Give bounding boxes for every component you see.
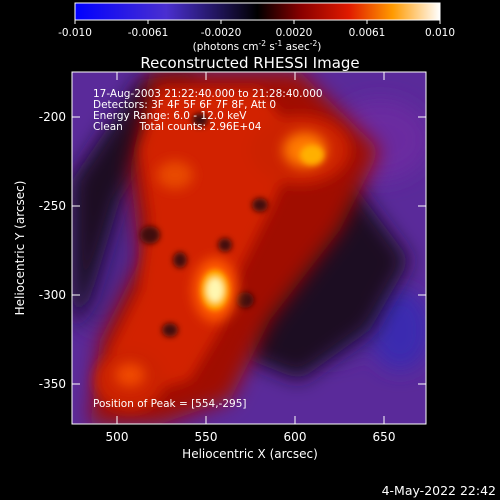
colorbar: -0.010 -0.0061 -0.0020 0.0020 0.0061 0.0…: [58, 2, 455, 53]
y-tick-label: -350: [39, 377, 66, 391]
y-tick-label: -200: [39, 110, 66, 124]
annotation-energy-range: Energy Range: 6.0 - 12.0 keV: [93, 110, 247, 122]
x-axis-label: Heliocentric X (arcsec): [182, 447, 318, 461]
colorbar-units: (photons cm-2 s-1 asec-2): [193, 39, 322, 53]
y-tick-label: -250: [39, 199, 66, 213]
annotation-method-counts: Clean Total counts: 2.96E+04: [93, 121, 262, 133]
y-axis-ticks: [72, 116, 426, 385]
colorbar-tick-label: -0.0061: [128, 27, 169, 39]
annotation-block: 17-Aug-2003 21:22:40.000 to 21:28:40.000…: [93, 88, 323, 410]
colorbar-tick-label: 0.0061: [349, 27, 386, 39]
colorbar-gradient: [74, 2, 441, 21]
plot-title: Reconstructed RHESSI Image: [140, 54, 359, 72]
timestamp: 4-May-2022 22:42: [382, 483, 496, 498]
x-tick-label: 550: [195, 430, 218, 444]
x-tick-label: 500: [106, 430, 129, 444]
annotation-peak-position: Position of Peak = [554,-295]: [93, 398, 247, 410]
x-tick-label: 600: [284, 430, 307, 444]
y-axis-label: Heliocentric Y (arcsec): [13, 181, 27, 316]
x-tick-label: 650: [373, 430, 396, 444]
colorbar-tick-label: 0.010: [425, 27, 455, 39]
rhessi-image: [72, 72, 426, 424]
colorbar-tick-label: 0.0020: [276, 27, 313, 39]
colorbar-tick-label: -0.010: [58, 27, 92, 39]
colorbar-tick-label: -0.0020: [201, 27, 242, 39]
annotation-detectors: Detectors: 3F 4F 5F 6F 7F 8F, Att 0: [93, 99, 276, 111]
annotation-time-range: 17-Aug-2003 21:22:40.000 to 21:28:40.000: [93, 88, 323, 100]
plot-frame: [71, 71, 427, 425]
x-axis-ticks: [116, 72, 385, 424]
y-tick-label: -300: [39, 288, 66, 302]
